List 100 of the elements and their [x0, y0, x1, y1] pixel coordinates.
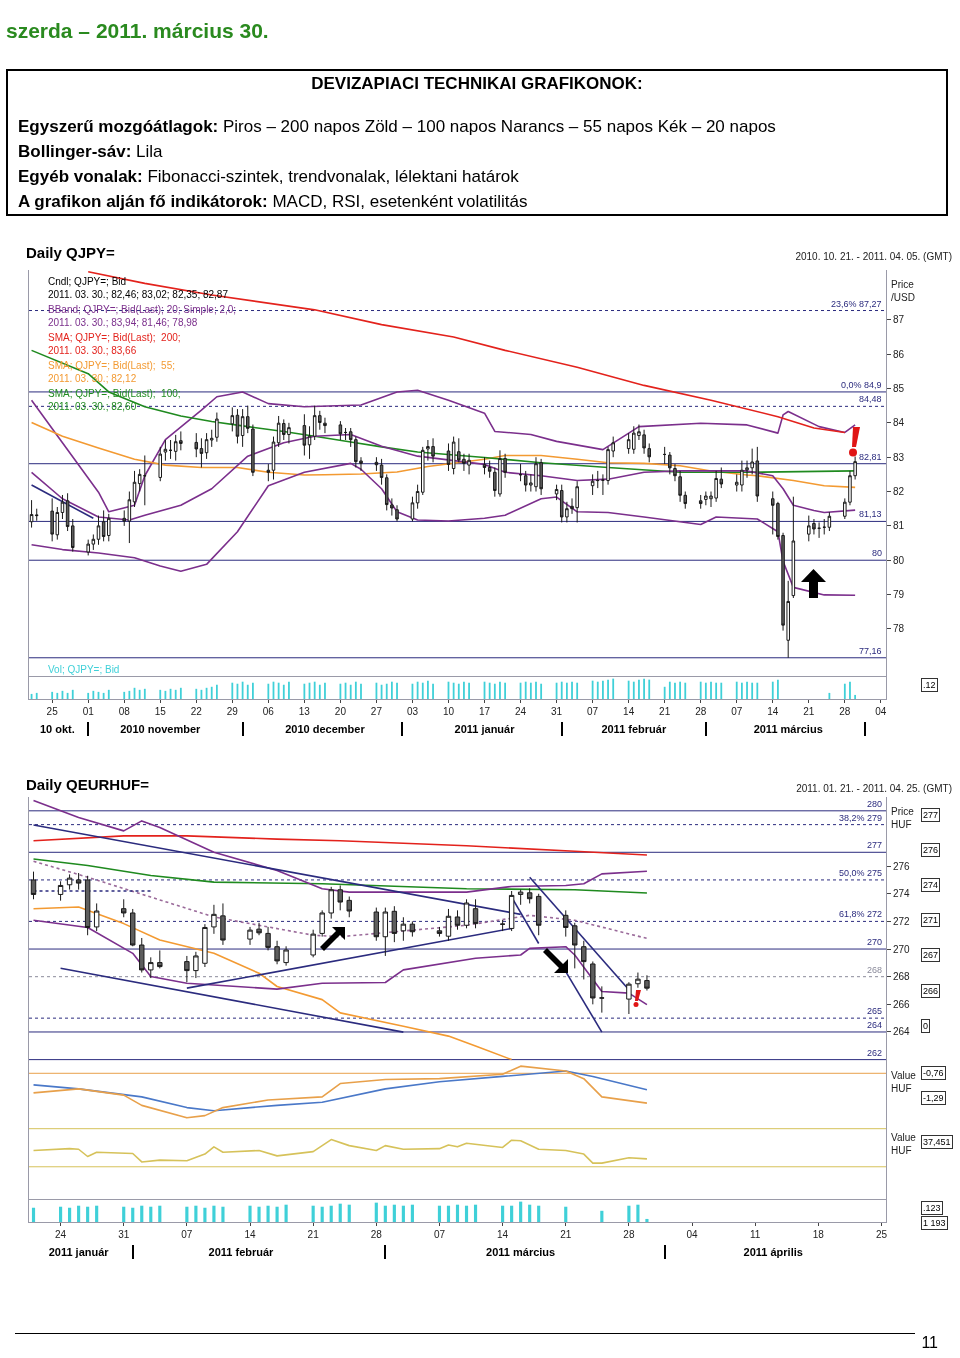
- y-tick-label: 80: [893, 554, 905, 566]
- ref-line-label: 80: [872, 548, 883, 558]
- x-tick-label: 14: [244, 1229, 257, 1240]
- y-tick-label: 87: [893, 314, 905, 326]
- y-tick-label: 272: [893, 915, 911, 927]
- text: 1 193: [923, 1218, 946, 1228]
- y-axis-title: Value HUF: [891, 1132, 917, 1156]
- x-tick-label: 04: [875, 706, 887, 717]
- x-tick-label: 11: [749, 1229, 761, 1240]
- y-tick-label: 276: [893, 860, 911, 872]
- ref-line-label: 265: [867, 1006, 883, 1016]
- x-tick-label: 07: [731, 706, 743, 717]
- x2-tick-label: 2011 február: [208, 1246, 275, 1258]
- ref-line-label: 280: [867, 799, 883, 809]
- text: 37,451: [923, 1137, 951, 1147]
- y-tick-label: 84: [893, 417, 905, 429]
- x-tick-label: 14: [623, 706, 635, 717]
- chart-title: Daily QJPY=: [26, 244, 115, 261]
- text: .123: [923, 1203, 941, 1213]
- y-tick-label: 274: [893, 888, 911, 900]
- ref-line-label: 50,0% 275: [839, 868, 883, 878]
- y-tick-label: 86: [893, 348, 905, 360]
- ref-line-label: 277: [867, 840, 883, 850]
- x-tick-label: 13: [298, 706, 311, 717]
- text: 267: [923, 950, 939, 960]
- y-tick-label: 264: [893, 1026, 911, 1038]
- y-tick-label: 83: [893, 451, 905, 463]
- ref-line-label: 84,48: [859, 394, 882, 404]
- y-tick-label: 268: [893, 971, 911, 983]
- x2-tick-label: 2011 április: [743, 1246, 803, 1258]
- x-tick-label: 06: [262, 706, 275, 717]
- y-tick-label: 78: [893, 623, 905, 635]
- ref-line-label: 82,81: [859, 452, 882, 462]
- x-tick-label: 07: [181, 1229, 193, 1240]
- x-tick-label: 20: [334, 706, 347, 717]
- x-tick-label: 24: [514, 706, 527, 717]
- ref-line-label: 262: [867, 1048, 883, 1058]
- x2-tick-label: 10 okt.: [39, 723, 75, 735]
- x-tick-label: 25: [875, 1229, 888, 1240]
- ref-line-label: 23,6% 87,27: [831, 299, 882, 309]
- series-label: SMA; QJPY=; Bid(Last); 100; 2011. 03. 30.; 82,60: [48, 388, 181, 412]
- x-tick-label: 04: [686, 1229, 699, 1240]
- x-tick-label: 22: [190, 706, 203, 717]
- text: 266: [923, 986, 939, 996]
- x2-tick-label: 2011 február: [601, 723, 667, 735]
- y-tick-label: 82: [893, 486, 905, 498]
- x-tick-label: 07: [587, 706, 599, 717]
- y-axis-title: Value HUF: [891, 1070, 917, 1094]
- ref-line-label: 264: [867, 1020, 883, 1030]
- x-tick-label: 21: [560, 1229, 572, 1240]
- x-tick-label: 14: [767, 706, 779, 717]
- x-tick-label: 21: [803, 706, 815, 717]
- x2-tick-label: 2010 november: [120, 723, 202, 735]
- y-tick-label: 270: [893, 943, 911, 955]
- text: SMA; QJPY=; Bid(Last); 200; 2011. 03. 30.; 83,66: [48, 332, 181, 356]
- x2-tick-label: 2011 március: [753, 723, 823, 735]
- text: -1,29: [923, 1093, 944, 1103]
- x-tick-label: 29: [226, 706, 239, 717]
- x2-tick-label: 2011 január: [454, 723, 516, 735]
- text: A grafikon alján fő indikátorok: MACD, RSI, esetenként volatilitás: [18, 192, 528, 212]
- text: DEVIZAPIACI TECHNIKAI GRAFIKONOK:: [310, 74, 644, 94]
- y-axis-title: Price HUF: [891, 806, 915, 830]
- x-tick-label: 01: [82, 706, 95, 717]
- ref-line-label: 81,13: [859, 509, 882, 519]
- x2-tick-label: 2010 december: [285, 723, 366, 735]
- text: 271: [923, 915, 939, 925]
- ref-line-label: 268: [867, 965, 883, 975]
- x-tick-label: 10: [442, 706, 455, 717]
- series-label: Vol; QJPY=; Bid: [48, 664, 120, 675]
- x-tick-label: 03: [406, 706, 419, 717]
- x-tick-label: 14: [497, 1229, 509, 1240]
- text: -0,76: [923, 1068, 944, 1078]
- x-tick-label: 27: [370, 706, 383, 717]
- x-tick-label: 28: [370, 1229, 383, 1240]
- x-tick-label: 28: [623, 1229, 635, 1240]
- x-tick-label: 15: [154, 706, 167, 717]
- x-tick-label: 18: [812, 1229, 825, 1240]
- y-tick-label: 85: [893, 382, 905, 394]
- x-tick-label: 07: [433, 1229, 446, 1240]
- text: 11: [921, 1334, 938, 1352]
- text: .12: [923, 680, 936, 690]
- x-tick-label: 08: [118, 706, 131, 717]
- text: 274: [923, 880, 939, 890]
- y-tick-label: 266: [893, 998, 911, 1010]
- text: 0: [923, 1021, 929, 1031]
- chart-subtitle: 2010. 10. 21. - 2011. 04. 05. (GMT): [795, 251, 952, 262]
- text: BBand; QJPY=; Bid(Last); 20; Simple; 2,0; 2011. 03. 30.; 83,94; 81,46; 78,98: [48, 304, 237, 328]
- x-tick-label: 28: [839, 706, 851, 717]
- text: Egyszerű mozgóátlagok: Piros – 200 napos Zöld – 100 napos Narancs – 55 napos Kék – 20 napos: [18, 117, 776, 137]
- ref-line-label: 77,16: [859, 646, 882, 656]
- x-tick-label: 31: [118, 1229, 130, 1240]
- ref-line-label: 61,8% 272: [839, 909, 883, 919]
- x-tick-label: 25: [46, 706, 59, 717]
- text: Bollinger-sáv: Lila: [18, 142, 163, 162]
- x-tick-label: 28: [695, 706, 707, 717]
- x-tick-label: 17: [478, 706, 491, 717]
- x2-tick-label: 2011 január: [48, 1246, 110, 1258]
- x-tick-label: 31: [551, 706, 563, 717]
- ref-line-label: 0,0% 84,9: [841, 380, 882, 390]
- text: szerda – 2011. március 30.: [6, 19, 269, 43]
